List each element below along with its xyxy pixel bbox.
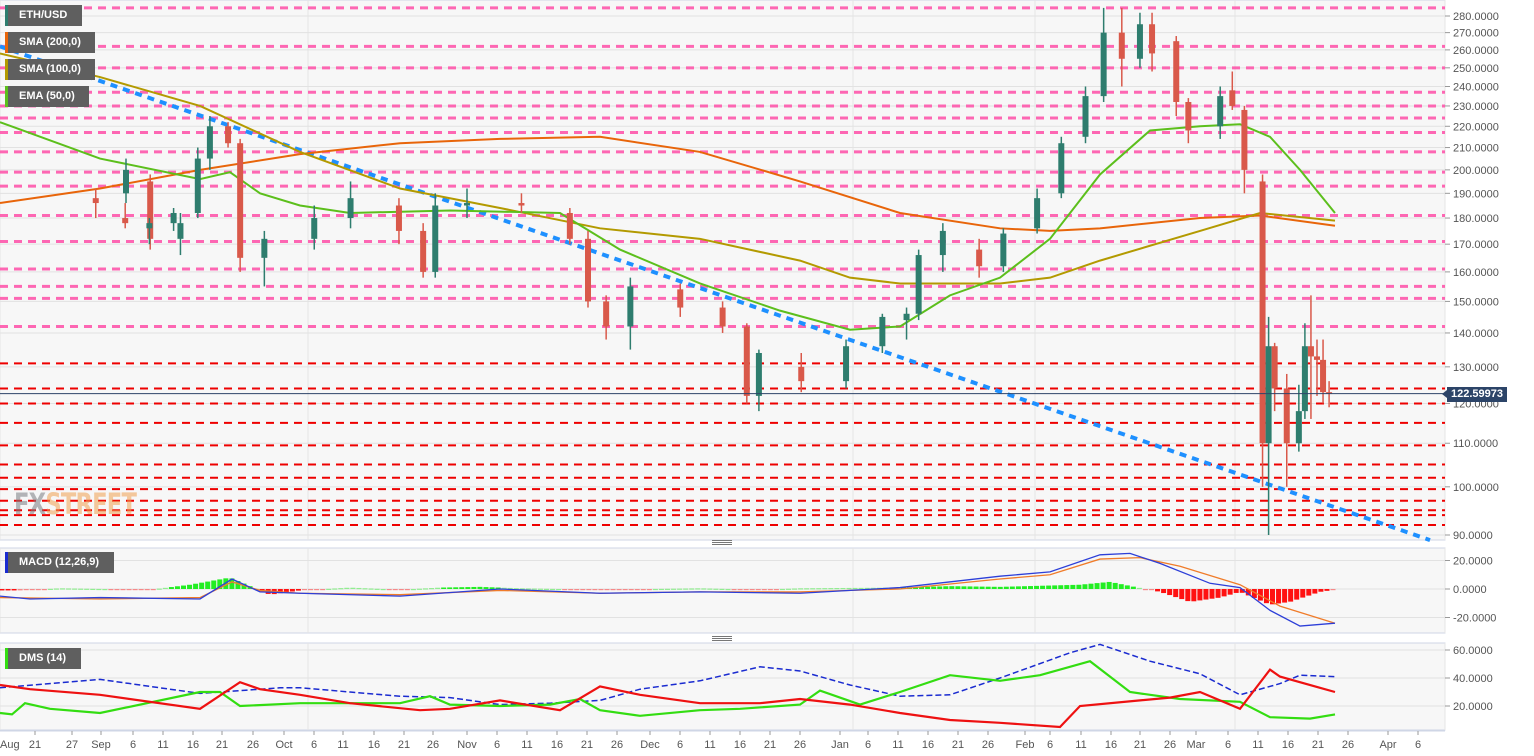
svg-text:6: 6 bbox=[311, 739, 317, 751]
svg-text:Sep: Sep bbox=[91, 739, 111, 751]
svg-text:110.0000: 110.0000 bbox=[1453, 438, 1498, 450]
svg-text:Jan: Jan bbox=[831, 739, 849, 751]
svg-text:100.0000: 100.0000 bbox=[1453, 482, 1499, 494]
legend-sma200[interactable]: SMA (200,0) bbox=[5, 32, 95, 53]
svg-text:21: 21 bbox=[952, 739, 964, 751]
svg-text:160.0000: 160.0000 bbox=[1453, 267, 1499, 279]
legend-sma100-label: SMA (100,0) bbox=[19, 63, 81, 75]
svg-text:0.0000: 0.0000 bbox=[1453, 584, 1487, 596]
pane-resize-handle-macd[interactable] bbox=[712, 540, 732, 546]
svg-text:Feb: Feb bbox=[1016, 739, 1035, 751]
current-price-tag: 122.59973 bbox=[1442, 387, 1507, 402]
svg-text:26: 26 bbox=[982, 739, 994, 751]
svg-text:Nov: Nov bbox=[457, 739, 477, 751]
svg-text:16: 16 bbox=[922, 739, 934, 751]
svg-text:220.0000: 220.0000 bbox=[1453, 121, 1499, 133]
svg-text:240.0000: 240.0000 bbox=[1453, 81, 1499, 93]
svg-text:Oct: Oct bbox=[275, 739, 292, 751]
svg-text:Apr: Apr bbox=[1379, 739, 1396, 751]
svg-text:21: 21 bbox=[398, 739, 410, 751]
svg-text:26: 26 bbox=[1164, 739, 1176, 751]
legend-macd[interactable]: MACD (12,26,9) bbox=[5, 552, 114, 573]
price-pane[interactable]: 280.0000 270.0000 260.0000 250.0000 240.0000… bbox=[0, 0, 1499, 542]
svg-text:16: 16 bbox=[368, 739, 380, 751]
svg-text:180.0000: 180.0000 bbox=[1453, 213, 1499, 225]
svg-text:11: 11 bbox=[892, 739, 903, 751]
svg-text:-20.0000: -20.0000 bbox=[1453, 613, 1496, 625]
svg-text:6: 6 bbox=[1415, 739, 1421, 751]
legend-ema50-label: EMA (50,0) bbox=[19, 90, 75, 102]
svg-text:6: 6 bbox=[1047, 739, 1053, 751]
svg-text:6: 6 bbox=[494, 739, 500, 751]
watermark-street: STREET bbox=[45, 487, 137, 521]
svg-text:11: 11 bbox=[1252, 739, 1263, 751]
svg-text:Aug: Aug bbox=[0, 739, 20, 751]
svg-text:6: 6 bbox=[865, 739, 871, 751]
svg-text:Dec: Dec bbox=[640, 739, 660, 751]
legend-sma100[interactable]: SMA (100,0) bbox=[5, 59, 95, 80]
pane-resize-handle-dms[interactable] bbox=[712, 636, 732, 642]
svg-text:150.0000: 150.0000 bbox=[1453, 296, 1499, 308]
svg-text:16: 16 bbox=[551, 739, 563, 751]
svg-text:27: 27 bbox=[66, 739, 78, 751]
svg-text:26: 26 bbox=[427, 739, 439, 751]
legend-macd-label: MACD (12,26,9) bbox=[19, 556, 100, 568]
svg-text:16: 16 bbox=[1282, 739, 1294, 751]
svg-text:11: 11 bbox=[704, 739, 715, 751]
svg-text:190.0000: 190.0000 bbox=[1453, 188, 1499, 200]
legend-sma200-label: SMA (200,0) bbox=[19, 36, 81, 48]
svg-text:21: 21 bbox=[216, 739, 228, 751]
svg-text:6: 6 bbox=[677, 739, 683, 751]
current-price-value: 122.59973 bbox=[1451, 388, 1503, 400]
dms-pane[interactable]: 60.0000 40.0000 20.0000 bbox=[0, 642, 1493, 731]
svg-text:140.0000: 140.0000 bbox=[1453, 328, 1499, 340]
svg-text:230.0000: 230.0000 bbox=[1453, 101, 1499, 113]
svg-text:21: 21 bbox=[1134, 739, 1146, 751]
legend-ema50[interactable]: EMA (50,0) bbox=[5, 86, 89, 107]
svg-text:170.0000: 170.0000 bbox=[1453, 239, 1499, 251]
svg-text:21: 21 bbox=[581, 739, 593, 751]
svg-text:26: 26 bbox=[1342, 739, 1354, 751]
svg-text:16: 16 bbox=[187, 739, 199, 751]
svg-text:26: 26 bbox=[247, 739, 259, 751]
time-axis[interactable]: Aug 21 27 Sep 6 11 16 21 26 Oct 6 11 16 21 26 Nov 6 11 16 2… bbox=[0, 730, 1445, 751]
svg-text:20.0000: 20.0000 bbox=[1453, 556, 1493, 568]
svg-text:130.0000: 130.0000 bbox=[1453, 362, 1499, 374]
legend-symbol[interactable]: ETH/USD bbox=[5, 5, 82, 26]
legend-symbol-label: ETH/USD bbox=[19, 9, 68, 21]
svg-text:6: 6 bbox=[1225, 739, 1231, 751]
svg-text:20.0000: 20.0000 bbox=[1453, 701, 1493, 713]
svg-text:11: 11 bbox=[1075, 739, 1086, 751]
legend-dms-label: DMS (14) bbox=[19, 652, 67, 664]
svg-text:210.0000: 210.0000 bbox=[1453, 143, 1499, 155]
svg-text:6: 6 bbox=[130, 739, 136, 751]
svg-text:26: 26 bbox=[611, 739, 623, 751]
svg-text:11: 11 bbox=[521, 739, 532, 751]
svg-text:16: 16 bbox=[1105, 739, 1117, 751]
svg-text:26: 26 bbox=[794, 739, 806, 751]
macd-pane[interactable]: 20.0000 0.0000 -20.0000 bbox=[0, 547, 1496, 634]
svg-text:200.0000: 200.0000 bbox=[1453, 165, 1499, 177]
svg-text:11: 11 bbox=[157, 739, 168, 751]
svg-text:260.0000: 260.0000 bbox=[1453, 45, 1499, 57]
watermark-fx: FX bbox=[14, 487, 46, 521]
svg-text:60.0000: 60.0000 bbox=[1453, 645, 1493, 657]
svg-text:90.0000: 90.0000 bbox=[1453, 530, 1493, 542]
svg-text:21: 21 bbox=[764, 739, 776, 751]
svg-text:280.0000: 280.0000 bbox=[1453, 11, 1499, 23]
svg-text:250.0000: 250.0000 bbox=[1453, 63, 1499, 75]
legend-dms[interactable]: DMS (14) bbox=[5, 648, 81, 669]
svg-text:16: 16 bbox=[734, 739, 746, 751]
svg-text:40.0000: 40.0000 bbox=[1453, 673, 1493, 685]
svg-text:21: 21 bbox=[1312, 739, 1324, 751]
svg-text:270.0000: 270.0000 bbox=[1453, 28, 1499, 40]
svg-text:Mar: Mar bbox=[1187, 739, 1206, 751]
svg-text:11: 11 bbox=[337, 739, 348, 751]
fxstreet-watermark: FXSTREET bbox=[14, 487, 137, 521]
svg-text:21: 21 bbox=[29, 739, 41, 751]
